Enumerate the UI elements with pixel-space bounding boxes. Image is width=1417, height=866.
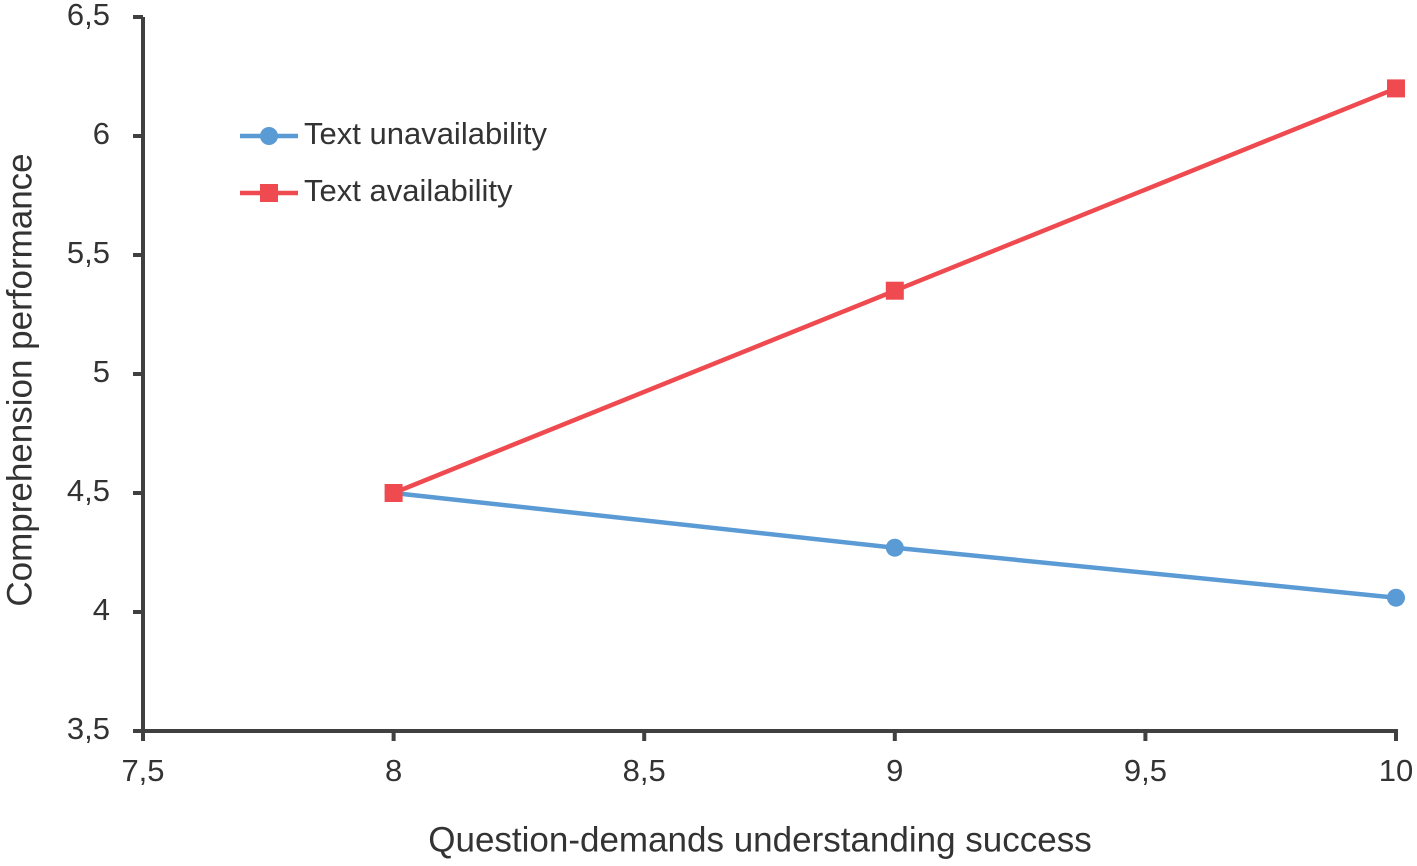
y-tick-label: 6: [93, 116, 110, 151]
y-tick-label: 6,5: [67, 0, 110, 32]
y-tick-label: 4,5: [67, 473, 110, 508]
marker: [260, 127, 278, 145]
marker: [384, 484, 403, 502]
y-tick-label: 3,5: [67, 711, 110, 746]
y-tick-label: 5: [93, 354, 110, 389]
x-tick-label: 7,5: [121, 753, 164, 788]
legend-label: Text availability: [304, 173, 513, 208]
x-tick-label: 10: [1379, 753, 1413, 788]
marker: [1387, 79, 1405, 98]
x-axis-title: Question-demands understanding success: [428, 820, 1091, 859]
x-tick-label: 9: [886, 753, 903, 788]
marker: [885, 538, 904, 557]
marker: [260, 184, 278, 202]
y-tick-label: 4: [93, 592, 110, 627]
x-tick-label: 8: [385, 753, 402, 788]
legend-label: Text unavailability: [304, 116, 547, 151]
marker: [1387, 588, 1405, 607]
y-tick-label: 5,5: [67, 235, 110, 270]
x-tick-label: 8,5: [623, 753, 666, 788]
y-axis-title: Comprehension performance: [0, 153, 39, 606]
marker: [885, 281, 904, 300]
x-tick-label: 9,5: [1124, 753, 1167, 788]
